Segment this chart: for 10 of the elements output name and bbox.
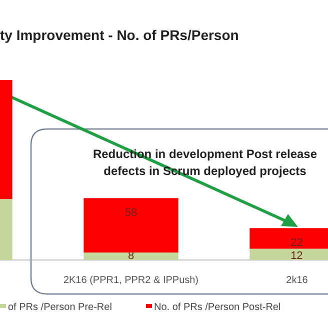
- x-tick-label: 2K16 (PPR1, PPR2 & IPPush): [63, 275, 199, 286]
- data-label: 58: [124, 207, 138, 220]
- legend-label: of PRs /Person Pre-Rel: [8, 302, 112, 313]
- x-tick-label: 2k16: [286, 275, 308, 286]
- bar: [250, 248, 328, 260]
- bar: [250, 228, 328, 249]
- data-label: 12: [290, 250, 303, 262]
- legend-label: No. of PRs /Person Post-Rel: [154, 302, 281, 313]
- data-label: 22: [290, 237, 303, 250]
- chart-title: ty Improvement - No. of PRs/Person: [0, 27, 239, 43]
